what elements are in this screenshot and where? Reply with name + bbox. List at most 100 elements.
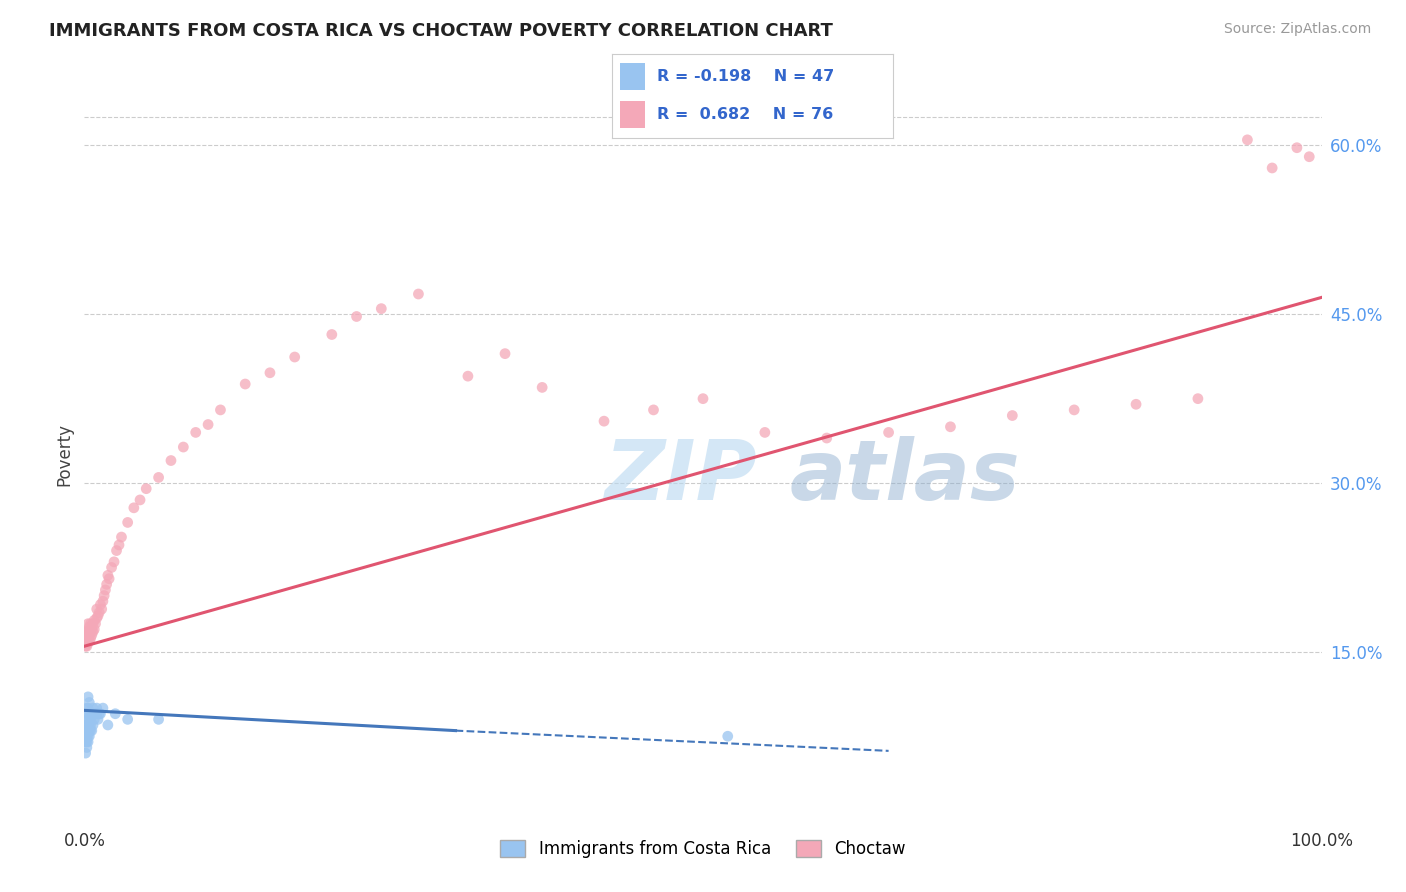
- Point: [77, 712, 100, 726]
- Point: [346, 310, 368, 324]
- Point: [79, 616, 101, 631]
- Point: [90, 602, 112, 616]
- Point: [494, 346, 516, 360]
- Point: [209, 403, 232, 417]
- Point: [77, 729, 100, 743]
- Point: [77, 632, 100, 646]
- Point: [108, 538, 131, 552]
- Point: [1187, 392, 1209, 406]
- Point: [79, 620, 101, 634]
- Point: [148, 712, 170, 726]
- Point: [75, 718, 97, 732]
- Point: [1236, 133, 1258, 147]
- Point: [77, 624, 100, 639]
- Point: [79, 729, 101, 743]
- Point: [1298, 150, 1320, 164]
- Point: [284, 350, 307, 364]
- Point: [86, 611, 108, 625]
- Point: [75, 723, 97, 738]
- Text: ZIP: ZIP: [605, 436, 756, 517]
- Point: [86, 602, 108, 616]
- Point: [79, 718, 101, 732]
- Point: [76, 636, 98, 650]
- Point: [717, 729, 740, 743]
- Point: [1063, 403, 1085, 417]
- Point: [82, 701, 104, 715]
- Point: [259, 366, 281, 380]
- Point: [75, 735, 97, 749]
- Point: [321, 327, 343, 342]
- Point: [93, 589, 115, 603]
- Point: [77, 701, 100, 715]
- Point: [89, 598, 111, 612]
- Point: [82, 718, 104, 732]
- Legend: Immigrants from Costa Rica, Choctaw: Immigrants from Costa Rica, Choctaw: [494, 833, 912, 865]
- Point: [100, 560, 122, 574]
- Point: [80, 706, 103, 721]
- Point: [76, 701, 98, 715]
- Point: [754, 425, 776, 440]
- Point: [593, 414, 616, 428]
- Text: IMMIGRANTS FROM COSTA RICA VS CHOCTAW POVERTY CORRELATION CHART: IMMIGRANTS FROM COSTA RICA VS CHOCTAW PO…: [49, 22, 834, 40]
- Point: [79, 632, 101, 646]
- Point: [83, 706, 105, 721]
- Point: [77, 723, 100, 738]
- Point: [77, 735, 100, 749]
- Point: [160, 453, 183, 467]
- Point: [76, 723, 98, 738]
- Point: [83, 712, 105, 726]
- Point: [76, 624, 98, 639]
- Point: [98, 572, 121, 586]
- Point: [103, 555, 125, 569]
- Point: [89, 606, 111, 620]
- Point: [77, 690, 100, 704]
- Point: [531, 380, 554, 394]
- Point: [82, 706, 104, 721]
- Point: [1261, 161, 1284, 175]
- Point: [79, 706, 101, 721]
- Point: [129, 492, 152, 507]
- Point: [77, 718, 100, 732]
- Point: [76, 706, 98, 721]
- Point: [76, 735, 98, 749]
- Point: [877, 425, 900, 440]
- Text: atlas: atlas: [790, 436, 1021, 517]
- Point: [692, 392, 714, 406]
- Point: [77, 616, 100, 631]
- Text: Source: ZipAtlas.com: Source: ZipAtlas.com: [1223, 22, 1371, 37]
- Point: [79, 696, 101, 710]
- Point: [79, 718, 101, 732]
- Y-axis label: Poverty: Poverty: [55, 424, 73, 486]
- Point: [76, 712, 98, 726]
- Point: [117, 712, 139, 726]
- Point: [104, 706, 127, 721]
- Point: [80, 628, 103, 642]
- Point: [79, 723, 101, 738]
- Point: [643, 403, 665, 417]
- Point: [75, 746, 97, 760]
- Point: [75, 729, 97, 743]
- Point: [105, 543, 128, 558]
- Point: [87, 712, 110, 726]
- Point: [79, 628, 101, 642]
- Bar: [620, 101, 645, 128]
- Point: [172, 440, 194, 454]
- Point: [1285, 141, 1308, 155]
- Point: [76, 639, 98, 653]
- Point: [79, 633, 101, 648]
- Point: [83, 623, 105, 637]
- Point: [148, 470, 170, 484]
- Point: [939, 419, 962, 434]
- Point: [457, 369, 479, 384]
- Point: [77, 636, 100, 650]
- Point: [122, 500, 145, 515]
- Point: [1001, 409, 1024, 423]
- Point: [91, 594, 114, 608]
- Point: [408, 287, 430, 301]
- Point: [79, 723, 101, 738]
- Point: [84, 706, 107, 721]
- Point: [83, 613, 105, 627]
- Point: [89, 706, 111, 721]
- Point: [79, 706, 101, 721]
- Text: R =  0.682    N = 76: R = 0.682 N = 76: [657, 107, 832, 122]
